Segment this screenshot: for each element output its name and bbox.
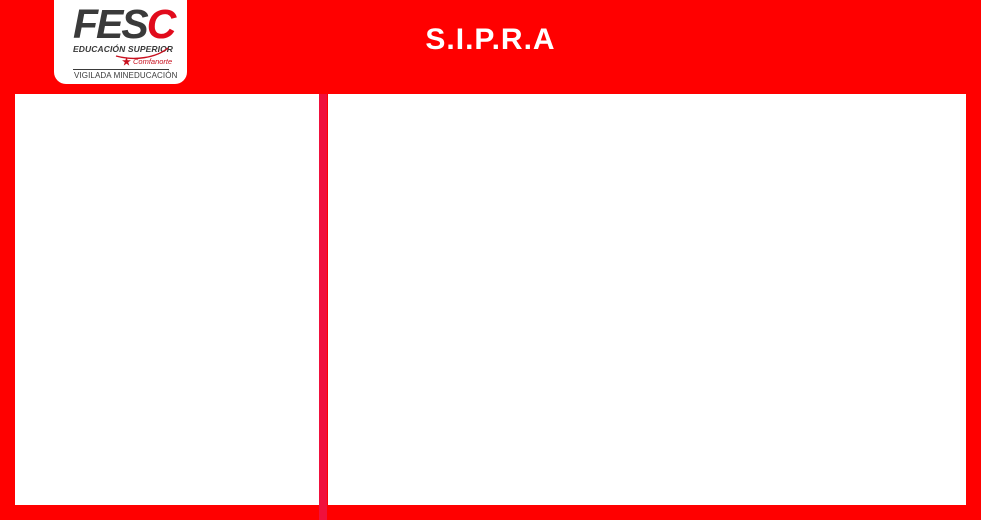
logo-tagline: EDUCACIÓN SUPERIOR <box>73 44 174 54</box>
fesc-logo[interactable]: FESC EDUCACIÓN SUPERIOR Comfanorte VIGIL… <box>54 0 187 84</box>
logo-wordmark: FESC <box>73 1 177 47</box>
left-panel <box>15 94 319 505</box>
right-panel <box>328 94 966 505</box>
logo-swoosh-icon <box>115 47 169 60</box>
logo-wordmark-main: FES <box>73 1 149 47</box>
panel-divider <box>319 94 327 520</box>
comfanorte-star-icon <box>122 57 131 66</box>
logo-divider <box>73 69 169 70</box>
page-title: S.I.P.R.A <box>425 23 556 56</box>
logo-wordmark-accent: C <box>146 1 177 47</box>
logo-partner: Comfanorte <box>122 57 172 66</box>
logo-partner-label: Comfanorte <box>133 57 173 66</box>
logo-footer: VIGILADA MINEDUCACIÓN <box>74 71 178 80</box>
